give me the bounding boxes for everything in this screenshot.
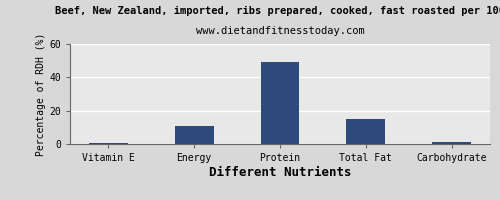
Bar [175,126,214,144]
Bar [89,143,128,144]
Bar [432,142,471,144]
Text: Beef, New Zealand, imported, ribs prepared, cooked, fast roasted per 100: Beef, New Zealand, imported, ribs prepar… [55,6,500,16]
Y-axis label: Percentage of RDH (%): Percentage of RDH (%) [36,32,46,156]
Bar [346,119,385,144]
Text: www.dietandfitnesstoday.com: www.dietandfitnesstoday.com [196,26,364,36]
X-axis label: Different Nutrients: Different Nutrients [209,166,351,179]
Bar [260,62,300,144]
